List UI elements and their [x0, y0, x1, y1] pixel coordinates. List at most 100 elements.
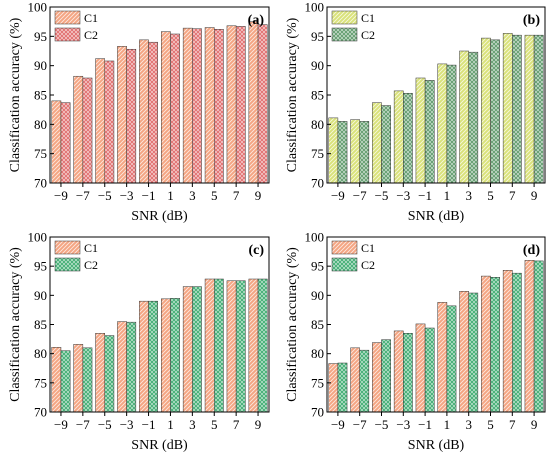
y-tick-label: 85 [34, 88, 47, 103]
y-tick-label: 90 [34, 58, 47, 73]
y-axis-label: Classification accuracy (%) [8, 247, 23, 402]
y-tick-label: 70 [34, 405, 47, 420]
x-tick-label: 7 [233, 188, 240, 203]
y-tick-label: 85 [311, 317, 324, 332]
x-axis-label: SNR (dB) [131, 209, 188, 224]
x-tick-label: −3 [120, 188, 134, 203]
bar-c1-2 [372, 342, 382, 413]
x-tick-label: 9 [255, 188, 262, 203]
x-tick-label: −7 [76, 188, 90, 203]
bar-c1-7 [204, 278, 215, 413]
bar-c2-0 [60, 350, 71, 413]
bar-c1-5 [161, 298, 171, 413]
bar-c2-3 [126, 321, 137, 413]
bar-c2-1 [359, 121, 370, 184]
x-tick-label: 3 [465, 188, 472, 203]
bar-c2-5 [446, 305, 457, 413]
bar-c1-6 [459, 291, 469, 413]
y-axis-label: Classification accuracy (%) [285, 17, 300, 172]
chart-panel-1: 70 75 80 85 90 95 100 −9 −7 −5 −3 −1 1 3 5 7 9 SNR (dB) Cl… [285, 0, 546, 224]
legend-label-c2: C2 [361, 258, 375, 272]
bar-c2-2 [104, 60, 115, 184]
x-axis-label: SNR (dB) [408, 438, 465, 453]
bar-c1-9 [524, 260, 535, 413]
bar-c1-5 [161, 31, 171, 184]
bar-c2-3 [403, 92, 413, 184]
legend-label-c1: C1 [361, 241, 375, 255]
bar-c1-4 [139, 300, 149, 413]
bar-c2-4 [424, 80, 435, 184]
bar-c2-6 [468, 292, 479, 413]
x-tick-label: −9 [331, 417, 345, 432]
bar-c2-7 [490, 277, 500, 413]
bar-c1-1 [73, 75, 84, 184]
chart-panel-3: 70 75 80 85 90 95 100 −9 −7 −5 −3 −1 1 3 5 7 9 SNR (dB) Cl… [285, 230, 546, 453]
y-tick-label: 100 [305, 230, 325, 245]
bar-c2-0 [337, 362, 348, 413]
x-axis-label: SNR (dB) [131, 438, 188, 453]
bar-c2-7 [214, 29, 224, 184]
x-tick-label: 5 [211, 188, 218, 203]
x-tick-label: −1 [142, 417, 156, 432]
bar-c1-8 [226, 280, 237, 413]
x-tick-label: 3 [189, 188, 196, 203]
bar-c2-6 [468, 51, 479, 184]
bar-c1-3 [393, 330, 404, 413]
x-tick-label: 3 [189, 417, 196, 432]
chart-panel-0: 70 75 80 85 90 95 100 −9 −7 −5 −3 −1 1 3 5 7 9 SNR (dB) Cl… [8, 0, 270, 224]
bar-c2-4 [148, 41, 159, 184]
bar-c2-8 [512, 272, 522, 413]
bar-c1-1 [73, 344, 84, 413]
x-tick-label: −1 [142, 188, 156, 203]
panel-label: (a) [248, 13, 265, 28]
bar-c2-1 [82, 347, 93, 413]
bar-c2-6 [192, 28, 202, 184]
x-tick-label: 7 [233, 417, 240, 432]
bar-c1-9 [524, 34, 535, 184]
bar-c2-6 [192, 286, 202, 413]
bar-c1-8 [502, 270, 513, 413]
x-tick-label: −1 [418, 417, 432, 432]
y-tick-label: 100 [28, 230, 48, 245]
bar-c2-5 [446, 64, 457, 184]
bar-c2-0 [60, 102, 71, 184]
y-tick-label: 95 [34, 29, 47, 44]
y-tick-label: 85 [34, 317, 47, 332]
bar-c1-5 [437, 302, 448, 413]
y-tick-label: 80 [34, 346, 47, 361]
legend-swatch-c1 [54, 240, 81, 255]
bar-c2-9 [533, 260, 544, 413]
bar-c1-6 [182, 286, 193, 413]
y-tick-label: 75 [34, 146, 47, 161]
y-tick-label: 95 [311, 29, 324, 44]
x-tick-label: 9 [531, 188, 538, 203]
y-tick-label: 75 [311, 375, 324, 390]
bar-c2-7 [490, 39, 500, 184]
y-tick-label: 80 [311, 346, 324, 361]
bar-c1-5 [437, 63, 448, 184]
legend-swatch-c2 [331, 257, 358, 272]
x-tick-label: −9 [331, 188, 345, 203]
x-tick-label: 7 [509, 188, 516, 203]
x-tick-label: 3 [465, 417, 472, 432]
bar-c1-0 [51, 100, 62, 184]
x-tick-label: −3 [396, 417, 410, 432]
panel-label: (b) [523, 13, 540, 28]
x-tick-label: 1 [167, 417, 174, 432]
x-tick-label: 5 [487, 417, 494, 432]
bar-c1-2 [372, 102, 382, 184]
x-tick-label: 1 [444, 188, 451, 203]
legend-swatch-c1 [331, 10, 358, 25]
x-tick-label: 1 [444, 417, 451, 432]
bar-c1-1 [350, 347, 360, 413]
y-axis-label: Classification accuracy (%) [285, 247, 300, 402]
y-tick-label: 100 [28, 0, 48, 15]
bar-c1-7 [204, 27, 215, 184]
panel-label: (c) [248, 243, 264, 258]
y-tick-label: 80 [34, 117, 47, 132]
bar-c1-8 [226, 25, 237, 184]
x-tick-label: 1 [167, 188, 174, 203]
panel-label: (d) [523, 243, 540, 258]
